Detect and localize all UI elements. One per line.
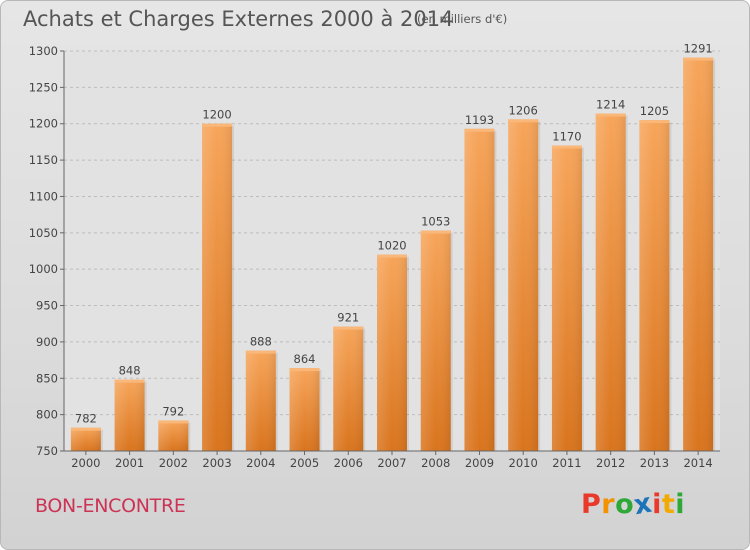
x-tick-label: 2009: [465, 456, 494, 470]
y-tick-label: 1100: [29, 189, 58, 203]
chart-subtitle: (en milliers d'€): [417, 12, 508, 26]
data-label: 1214: [596, 98, 625, 112]
bar-top-edge: [202, 123, 233, 127]
bar-top-edge: [377, 254, 407, 258]
bar-top-edge: [114, 379, 145, 383]
bar-top-edge: [508, 119, 539, 123]
y-tick-label: 950: [36, 299, 58, 313]
logo-letter: r: [601, 489, 616, 520]
x-tick-label: 2010: [509, 456, 538, 470]
x-tick-label: 2012: [596, 456, 625, 470]
bar-top-edge: [683, 57, 714, 61]
data-label: 1193: [465, 113, 494, 127]
bar-top-edge: [551, 145, 582, 149]
bar-highlight: [289, 368, 320, 451]
logo-letter: i: [652, 489, 662, 520]
bar-highlight: [420, 230, 451, 451]
data-label: 1053: [421, 215, 450, 229]
proxiti-logo: Proxiti: [581, 488, 686, 522]
bar-top-edge: [333, 326, 364, 330]
bar-highlight: [333, 326, 364, 451]
bar-top-edge: [639, 120, 670, 124]
bar-top-edge: [245, 350, 276, 354]
bar-highlight: [158, 420, 189, 451]
logo-letter: t: [661, 489, 676, 520]
x-tick-label: 2011: [552, 456, 581, 470]
bar-top-edge: [595, 113, 626, 117]
commune-name: BON-ENCONTRE: [35, 495, 186, 517]
logo-letter: i: [675, 489, 686, 520]
bar-highlight: [551, 145, 582, 451]
bar-top-edge: [158, 420, 189, 424]
x-tick-label: 2000: [71, 456, 100, 470]
bar-highlight: [683, 57, 714, 451]
data-label: 792: [162, 404, 184, 418]
y-tick-label: 1050: [29, 226, 58, 240]
y-tick-label: 1150: [29, 153, 58, 167]
bar-highlight: [464, 128, 495, 451]
y-tick-label: 1250: [29, 80, 58, 94]
bar-highlight: [595, 113, 626, 451]
x-tick-label: 2002: [159, 456, 188, 470]
bar-highlight: [70, 427, 101, 451]
bar-top-edge: [289, 368, 320, 372]
y-tick-label: 1300: [29, 44, 58, 58]
x-tick-label: 2005: [290, 456, 319, 470]
x-tick-label: 2014: [683, 456, 712, 470]
data-label: 1170: [552, 130, 581, 144]
logo-letter: P: [581, 489, 602, 520]
bar-highlight: [377, 254, 407, 451]
data-label: 1200: [202, 108, 231, 122]
data-label: 848: [119, 364, 141, 378]
data-label: 1206: [509, 103, 538, 117]
x-tick-label: 2008: [421, 456, 450, 470]
bar-top-edge: [464, 128, 495, 132]
bar-highlight: [202, 123, 233, 452]
data-label: 1020: [377, 239, 406, 253]
bar-highlight: [639, 120, 670, 451]
bar-highlight: [245, 350, 276, 451]
y-tick-label: 900: [36, 335, 58, 349]
y-tick-label: 1200: [29, 117, 58, 131]
x-tick-label: 2003: [202, 456, 231, 470]
y-tick-label: 1000: [29, 262, 58, 276]
data-label: 1291: [683, 42, 712, 56]
y-tick-label: 800: [36, 408, 58, 422]
y-tick-label: 850: [36, 371, 58, 385]
bar-highlight: [508, 119, 539, 451]
x-tick-label: 2007: [377, 456, 406, 470]
x-tick-label: 2004: [246, 456, 275, 470]
data-label: 1205: [640, 104, 669, 118]
data-label: 782: [75, 412, 97, 426]
data-label: 864: [294, 352, 316, 366]
bar-highlight: [114, 379, 145, 451]
x-tick-label: 2006: [334, 456, 363, 470]
y-tick-label: 750: [36, 444, 58, 458]
data-label: 921: [337, 311, 359, 325]
x-tick-label: 2013: [640, 456, 669, 470]
bar-top-edge: [70, 427, 101, 431]
bar-top-edge: [420, 230, 451, 234]
chart-title: Achats et Charges Externes 2000 à 2014: [23, 7, 454, 31]
logo-letter: o: [615, 489, 635, 520]
data-label: 888: [250, 335, 272, 349]
x-tick-label: 2001: [115, 456, 144, 470]
